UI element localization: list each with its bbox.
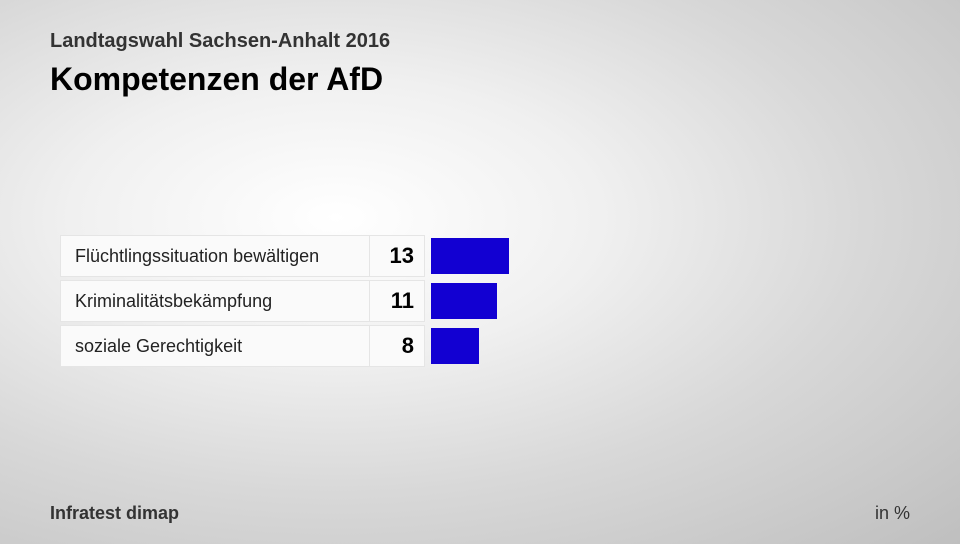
row-label: Flüchtlingssituation bewältigen (60, 235, 370, 277)
page-title: Kompetenzen der AfD (50, 61, 910, 98)
bar-zone (431, 235, 509, 277)
row-value: 13 (370, 235, 425, 277)
row-value: 11 (370, 280, 425, 322)
chart-row: Kriminalitätsbekämpfung 11 (60, 280, 900, 322)
bar (431, 283, 497, 319)
bar-zone (431, 325, 479, 367)
unit-label: in % (875, 503, 910, 524)
chart-row: Flüchtlingssituation bewältigen 13 (60, 235, 900, 277)
subtitle: Landtagswahl Sachsen-Anhalt 2016 (50, 30, 910, 53)
header: Landtagswahl Sachsen-Anhalt 2016 Kompete… (0, 0, 960, 108)
bar (431, 238, 509, 274)
source-label: Infratest dimap (50, 503, 179, 524)
bar (431, 328, 479, 364)
footer: Infratest dimap in % (50, 503, 910, 524)
row-label: soziale Gerechtigkeit (60, 325, 370, 367)
chart-row: soziale Gerechtigkeit 8 (60, 325, 900, 367)
bar-zone (431, 280, 497, 322)
row-value: 8 (370, 325, 425, 367)
bar-chart: Flüchtlingssituation bewältigen 13 Krimi… (60, 235, 900, 370)
row-label: Kriminalitätsbekämpfung (60, 280, 370, 322)
